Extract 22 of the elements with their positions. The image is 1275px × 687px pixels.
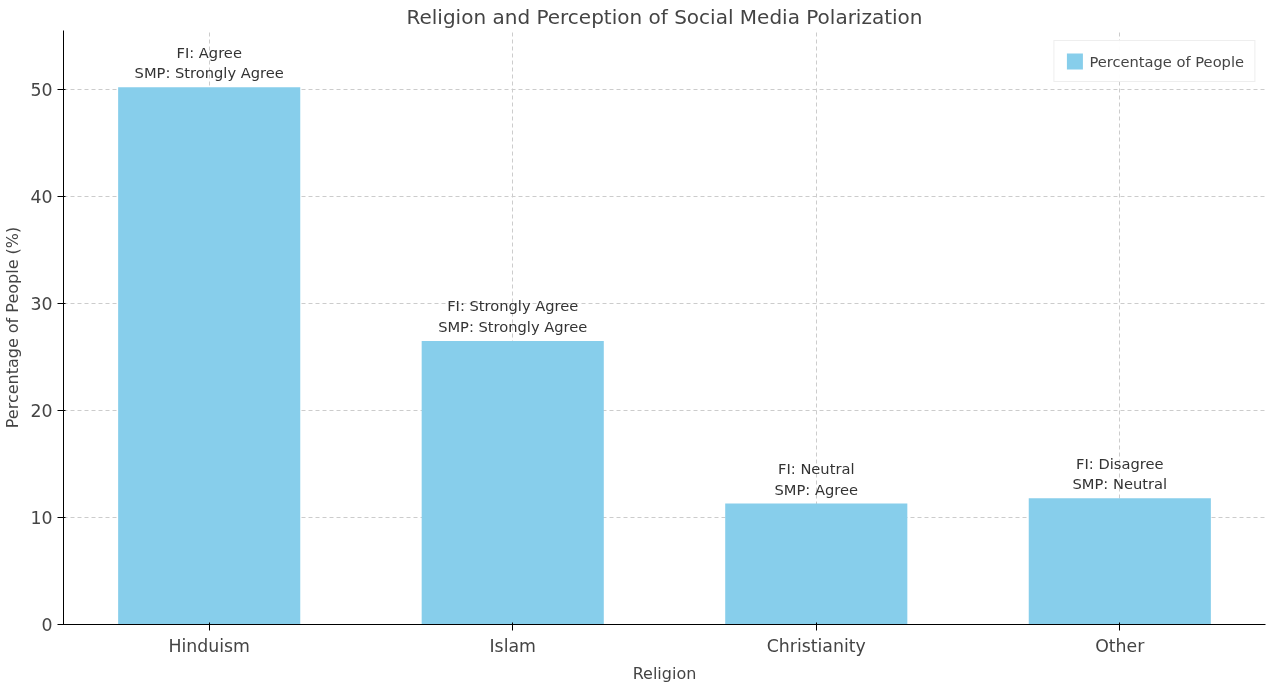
y-axis-title: Percentage of People (%) <box>3 226 23 429</box>
y-tick-label: 30 <box>30 293 53 314</box>
y-tick-label: 10 <box>30 507 53 528</box>
legend-label: Percentage of People <box>1089 52 1244 70</box>
x-axis-title: Religion <box>632 663 697 683</box>
x-tick-label: Hinduism <box>168 635 250 656</box>
annotation: FI: Disagree SMP: Neutral <box>1072 454 1168 493</box>
annotation: FI: Strongly Agree SMP: Strongly Agree <box>438 297 588 335</box>
annotation: FI: Neutral SMP: Agree <box>774 460 858 498</box>
x-tick-label: Christianity <box>766 635 866 656</box>
bar <box>1028 498 1211 625</box>
y-tick-label: 50 <box>30 79 53 100</box>
annotation: FI: Agree SMP: Strongly Agree <box>134 43 284 82</box>
y-tick-label: 20 <box>30 400 53 421</box>
y-tick-label: 0 <box>41 615 53 635</box>
x-tick-label: Islam <box>489 635 536 656</box>
bar <box>421 340 604 625</box>
x-tick-label: Other <box>1095 635 1146 656</box>
bar <box>118 87 301 625</box>
y-tick-label: 40 <box>30 186 53 207</box>
chart-title: Religion and Perception of Social Media Polarization <box>406 4 923 29</box>
bar <box>725 503 908 625</box>
